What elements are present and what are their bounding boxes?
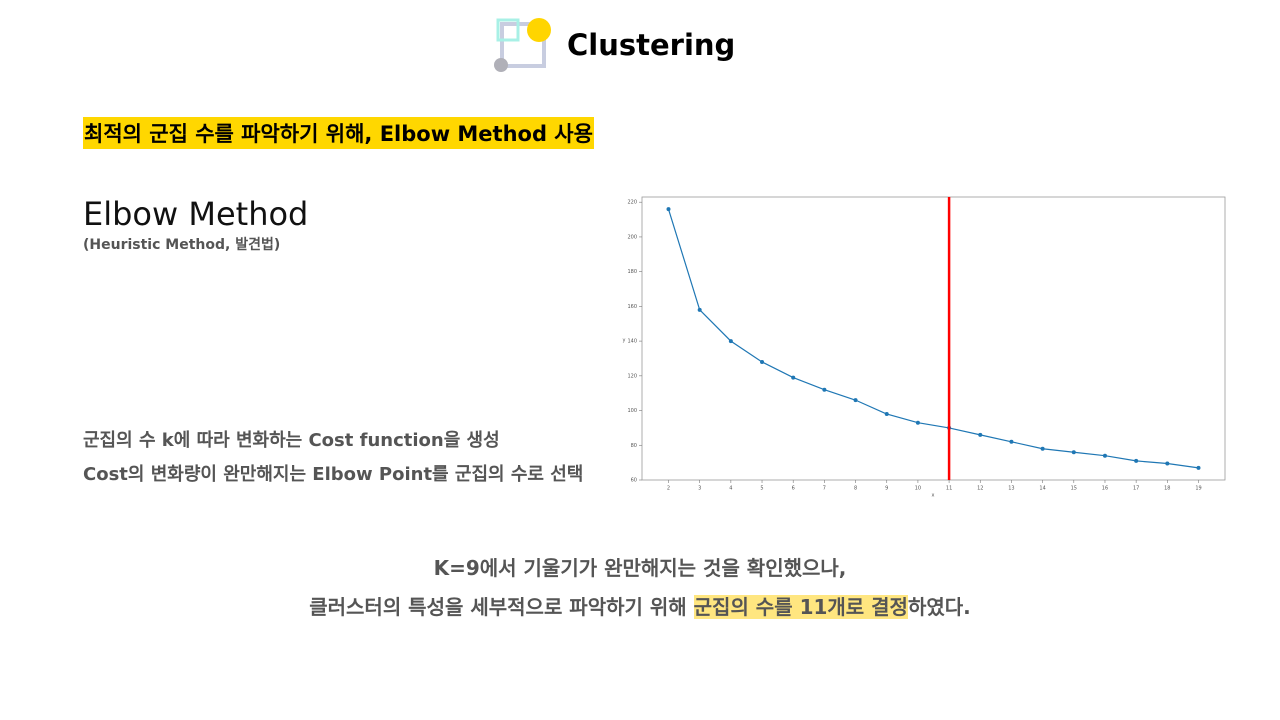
logo-dot xyxy=(527,18,551,42)
data-point xyxy=(1009,439,1014,444)
x-tick-label: 19 xyxy=(1195,486,1201,492)
logo xyxy=(494,18,551,72)
y-tick-label: 220 xyxy=(627,200,637,206)
data-point xyxy=(822,387,827,392)
x-tick-label: 12 xyxy=(977,486,983,492)
conclusion-text: 클러스터의 특성을 세부적으로 파악하기 위해 xyxy=(309,595,694,619)
x-tick-label: 11 xyxy=(946,486,952,492)
data-point xyxy=(884,412,889,417)
data-point xyxy=(853,398,858,403)
data-point xyxy=(1165,461,1170,466)
logo-dot xyxy=(494,58,508,72)
data-point xyxy=(978,432,983,437)
conclusion-text: 하였다. xyxy=(907,595,971,619)
x-tick-label: 17 xyxy=(1133,486,1139,492)
y-axis-label: y xyxy=(623,338,626,344)
conclusion-highlight: 군집의 수를 11개로 결정 xyxy=(693,595,908,619)
data-point xyxy=(791,375,796,380)
data-point xyxy=(666,207,671,212)
conclusion-line: K=9에서 기울기가 완만해지는 것을 확인했으나, xyxy=(433,556,847,580)
x-tick-label: 5 xyxy=(760,486,763,492)
data-point xyxy=(1040,446,1045,451)
x-tick-label: 14 xyxy=(1039,486,1045,492)
y-tick-label: 100 xyxy=(627,408,637,414)
x-tick-label: 2 xyxy=(667,486,670,492)
x-tick-label: 9 xyxy=(885,486,888,492)
page-title: Clustering xyxy=(567,28,736,62)
data-point xyxy=(1071,450,1076,455)
x-tick-label: 7 xyxy=(823,486,826,492)
data-point xyxy=(915,420,920,425)
heading: 최적의 군집 수를 파악하기 위해, Elbow Method 사용 xyxy=(83,117,594,149)
x-tick-label: 15 xyxy=(1071,486,1077,492)
x-tick-label: 6 xyxy=(792,486,795,492)
y-tick-label: 140 xyxy=(627,339,637,345)
chart: y x 60 80 100 120 140 160 180 200 220 2 3 4 5 6 7 8 9 10 1… xyxy=(623,196,1226,499)
data-point xyxy=(1102,453,1107,458)
section-subtitle: (Heuristic Method, 발견법) xyxy=(83,237,281,253)
conclusion-line: 클러스터의 특성을 세부적으로 파악하기 위해 군집의 수를 11개로 결정하였… xyxy=(0,591,1280,620)
y-tick-label: 160 xyxy=(627,304,637,310)
plot-frame xyxy=(641,196,1226,481)
x-tick-label: 13 xyxy=(1008,486,1014,492)
x-tick-label: 8 xyxy=(854,486,857,492)
section-title: Elbow Method xyxy=(83,195,309,233)
data-point xyxy=(728,339,733,344)
data-point xyxy=(697,307,702,312)
x-tick-label: 3 xyxy=(698,486,701,492)
x-tick-label: 16 xyxy=(1102,486,1108,492)
series-line xyxy=(667,208,1199,469)
x-axis-label: x xyxy=(932,493,935,499)
bullet: Cost의 변화량이 완만해지는 Elbow Point를 군집의 수로 선택 xyxy=(83,464,584,485)
data-point xyxy=(1134,458,1139,463)
x-tick-label: 18 xyxy=(1164,486,1170,492)
x-tick-label: 4 xyxy=(729,486,732,492)
y-tick-label: 120 xyxy=(627,373,637,379)
y-tick-label: 180 xyxy=(627,269,637,275)
logo-accent xyxy=(496,18,520,42)
bullet: 군집의 수 k에 따라 변화하는 Cost function을 생성 xyxy=(83,430,500,451)
y-tick-label: 200 xyxy=(627,234,637,240)
data-point xyxy=(760,359,765,364)
x-tick-label: 10 xyxy=(915,486,921,492)
data-point xyxy=(1196,465,1201,470)
y-tick-label: 60 xyxy=(631,478,637,484)
y-tick-label: 80 xyxy=(631,443,637,449)
